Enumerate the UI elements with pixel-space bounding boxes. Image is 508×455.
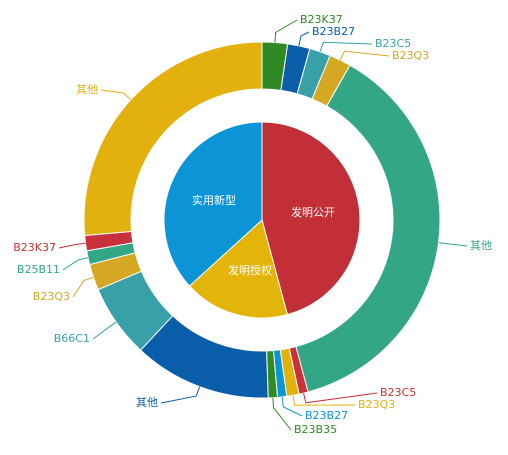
leader-line	[339, 50, 390, 61]
leader-line	[72, 276, 94, 298]
leader-line	[62, 257, 89, 271]
slice-label: 其他	[136, 396, 158, 409]
slice-label: 其他	[470, 239, 492, 252]
pie-slice	[188, 219, 288, 319]
slice-label: B23Q3	[33, 290, 70, 303]
leader-line	[58, 242, 86, 249]
slice-label: 其他	[76, 83, 98, 96]
slice-label: B23Q3	[392, 49, 429, 62]
slice-label: B23B27	[305, 409, 348, 422]
leader-line	[319, 41, 373, 52]
leader-line	[100, 89, 132, 101]
slice-label: 发明公开	[291, 205, 335, 219]
slice-label: B23Q3	[358, 398, 395, 411]
pie-slice	[83, 41, 263, 237]
slice-label: B23K37	[300, 13, 343, 26]
pie-slice	[295, 64, 441, 393]
slice-label: B25B11	[17, 263, 60, 276]
slice-label: B23B27	[312, 25, 355, 38]
leader-line	[298, 31, 310, 46]
leader-line	[292, 395, 356, 406]
leader-line	[272, 397, 292, 431]
leader-line	[438, 242, 468, 247]
leader-line	[274, 19, 298, 43]
slice-label: B23C5	[380, 386, 416, 399]
slice-label: 发明授权	[228, 263, 272, 277]
leader-line	[303, 392, 378, 404]
slice-label: 实用新型	[192, 193, 236, 207]
slice-label: B23C5	[375, 37, 411, 50]
slice-label: B66C1	[54, 332, 90, 345]
leader-line	[160, 386, 201, 404]
leader-line	[281, 396, 303, 417]
slice-label: B23K37	[13, 241, 56, 254]
pie-slice	[163, 121, 263, 287]
slice-label: B23B35	[294, 423, 337, 436]
pie-slice	[261, 121, 361, 316]
leader-line	[92, 321, 117, 340]
